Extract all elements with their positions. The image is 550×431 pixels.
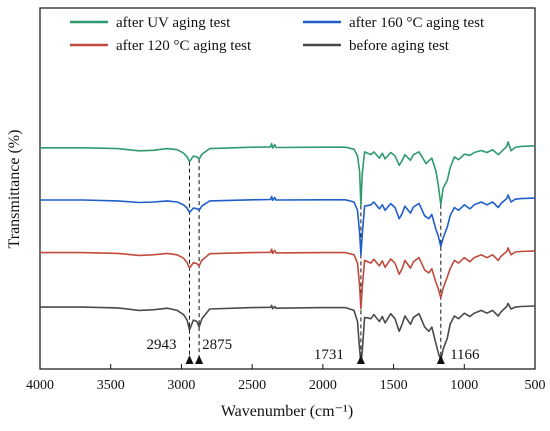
- legend-label: after 160 °C aging test: [349, 15, 485, 31]
- x-tick-label: 1500: [380, 378, 408, 393]
- peak-arrow: [356, 355, 365, 364]
- peak-arrow: [436, 355, 445, 364]
- reference-dashed-lines: [188, 159, 442, 356]
- series-line-1: [40, 194, 536, 256]
- peak-label: 1166: [450, 347, 480, 363]
- plot-frame: [39, 7, 536, 370]
- x-tick-label: 2000: [309, 378, 337, 393]
- peak-arrow: [185, 355, 194, 364]
- y-axis-label: Transmittance (%): [6, 130, 23, 249]
- x-tick-label: 3000: [167, 378, 195, 393]
- x-tick-label: 4000: [26, 378, 54, 393]
- series-line-0: [40, 141, 536, 207]
- peak-annotations: 2943 2875 1731 1166: [146, 337, 480, 364]
- legend-label: after UV aging test: [116, 15, 231, 31]
- peak-label: 2943: [146, 337, 176, 353]
- x-tick-label: 3500: [97, 378, 125, 393]
- peak-arrow: [195, 355, 204, 364]
- legend-label: after 120 °C aging test: [116, 38, 252, 54]
- peak-label: 1731: [314, 347, 344, 363]
- x-axis-ticks: 4000 3500 3000 2500 2000 1500 1000 500: [26, 364, 546, 393]
- x-tick-label: 2500: [238, 378, 266, 393]
- series-layer: [40, 141, 536, 365]
- x-axis-label: Wavenumber (cm⁻¹): [221, 403, 353, 420]
- legend: after UV aging test after 160 °C aging te…: [70, 15, 485, 54]
- x-tick-label: 1000: [450, 378, 478, 393]
- series-line-3: [40, 302, 536, 365]
- x-tick-label: 500: [525, 378, 546, 393]
- peak-label: 2875: [202, 337, 232, 353]
- legend-label: before aging test: [349, 38, 450, 54]
- series-line-2: [40, 247, 536, 310]
